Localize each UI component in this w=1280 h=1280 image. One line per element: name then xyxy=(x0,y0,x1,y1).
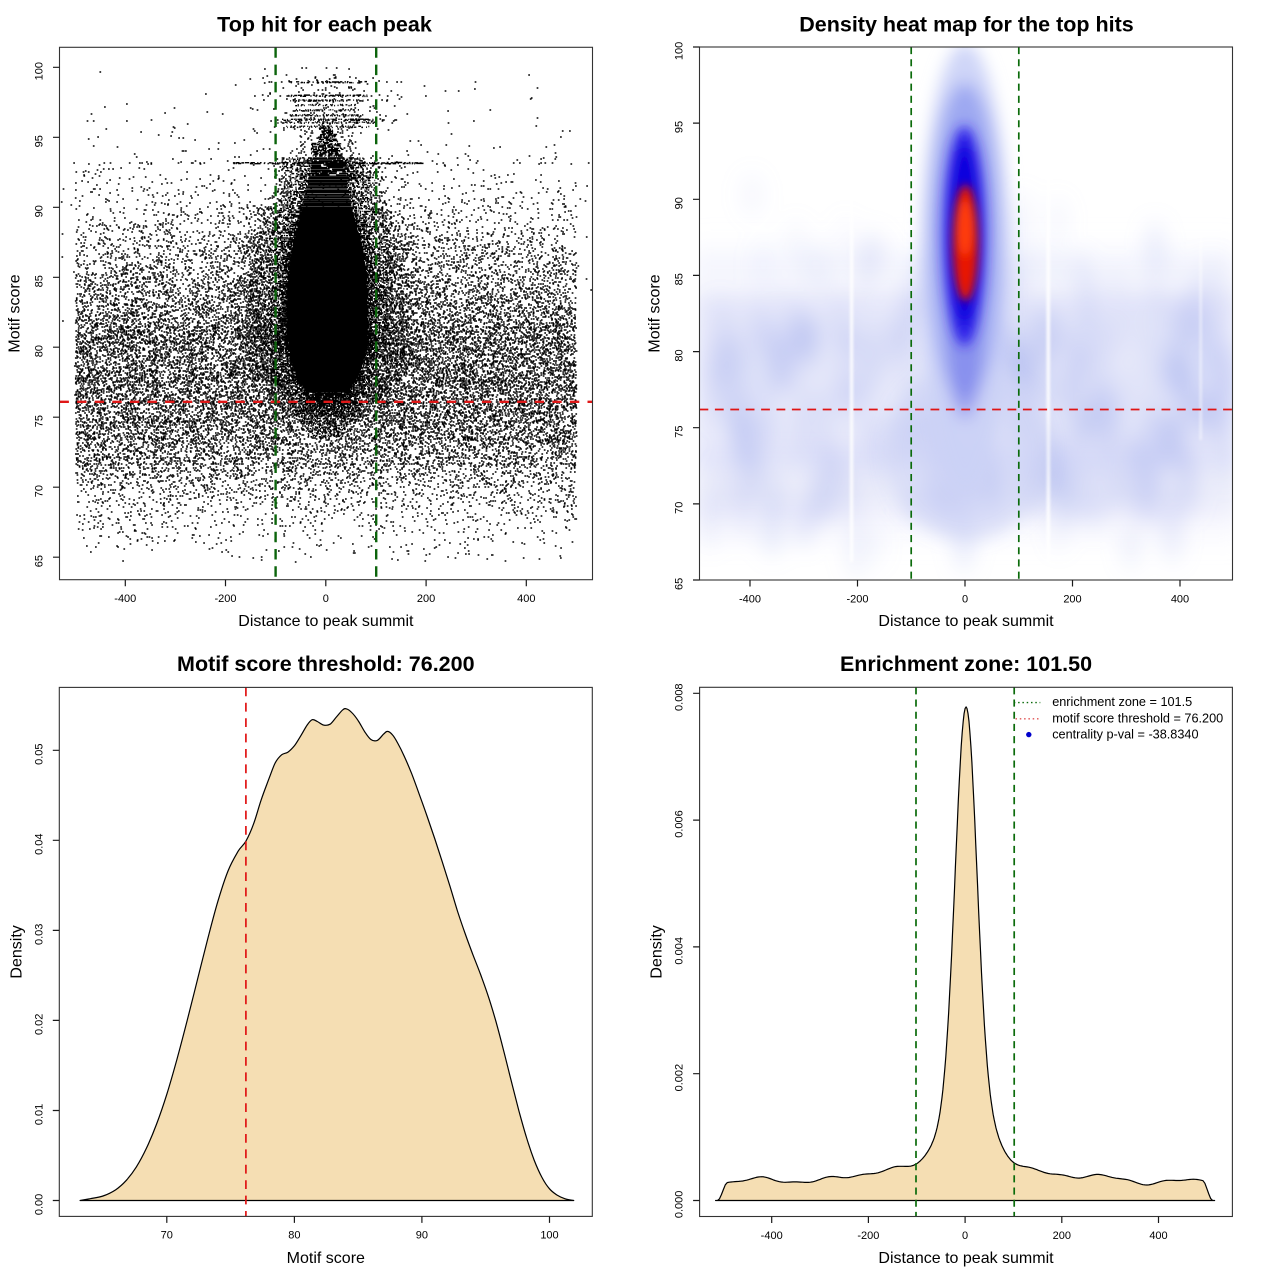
svg-text:0.03: 0.03 xyxy=(33,924,45,945)
svg-text:200: 200 xyxy=(417,593,435,605)
svg-text:200: 200 xyxy=(1063,593,1081,605)
svg-text:80: 80 xyxy=(34,345,46,357)
svg-text:70: 70 xyxy=(34,485,46,497)
svg-text:75: 75 xyxy=(674,425,686,437)
svg-text:90: 90 xyxy=(34,205,46,217)
svg-text:65: 65 xyxy=(674,578,686,590)
svg-text:0: 0 xyxy=(962,1230,968,1242)
svg-text:Density heat map for the top h: Density heat map for the top hits xyxy=(799,13,1134,37)
svg-text:400: 400 xyxy=(1149,1230,1167,1242)
svg-text:100: 100 xyxy=(674,42,686,60)
svg-text:-200: -200 xyxy=(846,593,868,605)
svg-text:100: 100 xyxy=(540,1230,558,1242)
svg-text:0.006: 0.006 xyxy=(674,810,686,838)
svg-text:-200: -200 xyxy=(857,1230,879,1242)
svg-text:Distance to peak summit: Distance to peak summit xyxy=(238,613,414,630)
svg-text:65: 65 xyxy=(34,555,46,567)
svg-text:-400: -400 xyxy=(739,593,761,605)
svg-text:0.00: 0.00 xyxy=(33,1194,45,1215)
svg-text:90: 90 xyxy=(416,1230,428,1242)
svg-text:85: 85 xyxy=(34,275,46,287)
svg-text:Distance to peak summit: Distance to peak summit xyxy=(878,613,1054,630)
svg-text:0.05: 0.05 xyxy=(33,743,45,764)
svg-text:enrichment zone = 101.5: enrichment zone = 101.5 xyxy=(1052,695,1192,709)
svg-text:-400: -400 xyxy=(114,593,136,605)
svg-text:Motif score threshold: 76.200: Motif score threshold: 76.200 xyxy=(177,652,475,676)
svg-text:95: 95 xyxy=(674,121,686,133)
svg-text:400: 400 xyxy=(517,593,535,605)
svg-text:0.004: 0.004 xyxy=(674,937,686,965)
svg-text:motif score threshold = 76.200: motif score threshold = 76.200 xyxy=(1052,711,1223,725)
svg-text:0.04: 0.04 xyxy=(33,833,45,854)
svg-text:85: 85 xyxy=(674,273,686,285)
svg-text:0.002: 0.002 xyxy=(674,1064,686,1092)
svg-text:Motif score: Motif score xyxy=(647,274,664,352)
svg-text:centrality p-val = -38.8340: centrality p-val = -38.8340 xyxy=(1052,728,1198,742)
svg-text:100: 100 xyxy=(34,62,46,80)
svg-text:0.01: 0.01 xyxy=(33,1104,45,1125)
svg-text:70: 70 xyxy=(674,502,686,514)
svg-text:0: 0 xyxy=(323,593,329,605)
svg-text:0.02: 0.02 xyxy=(33,1014,45,1035)
svg-text:80: 80 xyxy=(674,349,686,361)
svg-text:Distance to peak summit: Distance to peak summit xyxy=(878,1250,1054,1267)
svg-text:Density: Density xyxy=(8,925,25,978)
svg-text:200: 200 xyxy=(1053,1230,1071,1242)
svg-text:Motif score: Motif score xyxy=(287,1250,365,1267)
svg-text:90: 90 xyxy=(674,197,686,209)
svg-text:400: 400 xyxy=(1171,593,1189,605)
svg-text:0: 0 xyxy=(962,593,968,605)
svg-text:80: 80 xyxy=(288,1230,300,1242)
svg-text:75: 75 xyxy=(34,415,46,427)
svg-text:70: 70 xyxy=(161,1230,173,1242)
svg-text:-200: -200 xyxy=(214,593,236,605)
svg-text:0.000: 0.000 xyxy=(674,1191,686,1219)
svg-text:-400: -400 xyxy=(761,1230,783,1242)
svg-text:Enrichment zone: 101.50: Enrichment zone: 101.50 xyxy=(840,652,1092,676)
svg-text:0.008: 0.008 xyxy=(674,683,686,711)
svg-text:Motif score: Motif score xyxy=(7,274,24,352)
svg-text:Top hit for each peak: Top hit for each peak xyxy=(217,13,432,37)
svg-text:95: 95 xyxy=(34,135,46,147)
svg-text:Density: Density xyxy=(648,925,665,978)
